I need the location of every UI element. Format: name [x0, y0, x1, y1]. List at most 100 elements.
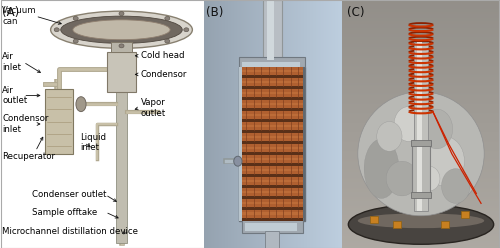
Bar — [240, 67, 305, 221]
Text: Cold head: Cold head — [140, 51, 184, 60]
Ellipse shape — [165, 39, 170, 43]
Bar — [112, 42, 132, 52]
Bar — [441, 221, 448, 228]
Bar — [242, 163, 302, 166]
Bar — [242, 218, 302, 233]
Ellipse shape — [358, 92, 484, 216]
Bar — [242, 201, 302, 204]
Bar — [242, 100, 302, 108]
Bar — [242, 92, 302, 94]
Ellipse shape — [54, 28, 59, 32]
Bar — [242, 136, 302, 138]
Bar — [242, 108, 302, 111]
Bar — [242, 97, 302, 100]
Bar — [242, 213, 302, 215]
Bar — [242, 122, 302, 130]
Bar — [242, 188, 302, 196]
Bar — [242, 81, 302, 83]
Bar — [242, 70, 302, 72]
Bar — [242, 218, 302, 221]
Text: Vacuum
can: Vacuum can — [2, 6, 36, 26]
Text: (C): (C) — [346, 6, 364, 19]
Ellipse shape — [119, 44, 124, 48]
Bar — [242, 169, 302, 171]
Bar — [242, 78, 302, 86]
Bar — [242, 180, 302, 182]
Text: Condensor: Condensor — [140, 70, 187, 79]
Bar — [242, 86, 302, 89]
Ellipse shape — [364, 139, 399, 198]
Text: Sample offtake: Sample offtake — [32, 208, 98, 217]
Bar — [242, 174, 302, 177]
Ellipse shape — [348, 205, 494, 244]
Bar — [116, 92, 126, 243]
Bar — [242, 133, 302, 141]
Bar — [240, 67, 245, 221]
Bar — [267, 0, 274, 60]
Bar — [242, 125, 302, 127]
Bar — [242, 166, 302, 174]
Bar — [242, 111, 302, 119]
Bar — [410, 140, 432, 146]
Bar — [242, 155, 302, 163]
Ellipse shape — [386, 161, 418, 196]
Bar — [414, 42, 428, 211]
Ellipse shape — [76, 97, 86, 112]
Ellipse shape — [394, 107, 422, 141]
Bar — [242, 196, 302, 199]
Bar — [462, 211, 469, 218]
Bar — [242, 190, 302, 193]
Bar — [242, 119, 302, 122]
Ellipse shape — [442, 169, 470, 203]
Text: Condensor
inlet: Condensor inlet — [2, 114, 48, 134]
Bar — [412, 144, 430, 193]
Ellipse shape — [119, 12, 124, 16]
Bar — [370, 216, 378, 223]
Text: (A): (A) — [2, 6, 20, 19]
Ellipse shape — [61, 16, 182, 43]
Text: (B): (B) — [206, 6, 224, 19]
Bar — [245, 223, 297, 231]
Bar — [242, 185, 302, 188]
Ellipse shape — [184, 28, 189, 32]
Bar — [242, 207, 302, 210]
Bar — [242, 89, 302, 97]
Bar — [242, 130, 302, 133]
Text: Vapor
outlet: Vapor outlet — [140, 98, 166, 118]
Text: Air
inlet: Air inlet — [2, 52, 21, 72]
Bar — [242, 114, 302, 116]
Bar — [394, 221, 401, 228]
Bar — [417, 42, 422, 211]
Text: Condenser outlet: Condenser outlet — [32, 190, 107, 199]
Bar — [266, 231, 279, 248]
Bar — [242, 103, 302, 105]
Bar — [242, 141, 302, 144]
Bar — [242, 62, 300, 67]
Ellipse shape — [421, 109, 452, 149]
Ellipse shape — [73, 39, 78, 43]
Bar — [242, 152, 302, 155]
Ellipse shape — [50, 11, 193, 48]
Ellipse shape — [377, 122, 402, 151]
Ellipse shape — [73, 20, 170, 40]
Ellipse shape — [418, 166, 440, 191]
Bar — [300, 67, 305, 221]
Bar — [242, 144, 302, 152]
Bar — [108, 52, 136, 92]
Ellipse shape — [73, 16, 78, 20]
Ellipse shape — [358, 213, 484, 228]
Bar — [262, 0, 282, 60]
Bar — [242, 147, 302, 149]
Bar — [242, 210, 302, 218]
Bar — [242, 199, 302, 207]
Ellipse shape — [425, 136, 465, 186]
Bar — [44, 89, 73, 154]
Bar — [240, 57, 305, 67]
Text: Recuperator: Recuperator — [2, 152, 55, 161]
Bar — [410, 192, 432, 198]
Text: Liquid
inlet: Liquid inlet — [80, 133, 106, 152]
Ellipse shape — [165, 16, 170, 20]
Bar — [242, 67, 302, 75]
Text: Microchannel distillation device: Microchannel distillation device — [2, 227, 138, 236]
Bar — [242, 75, 302, 78]
